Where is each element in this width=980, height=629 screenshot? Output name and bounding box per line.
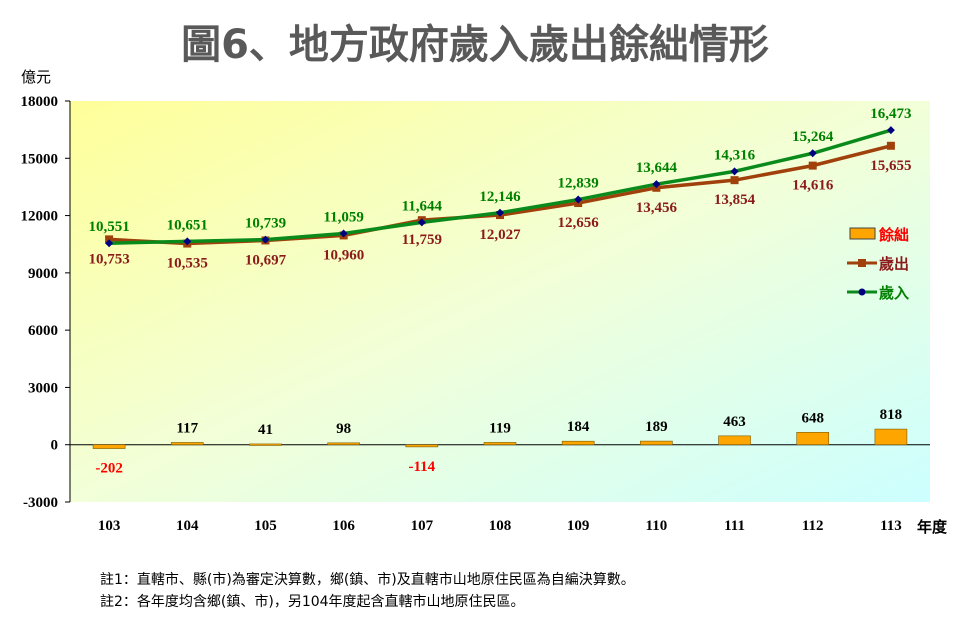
legend-surplus: 餘絀	[879, 226, 909, 244]
note-1: 註1：直轄市、縣(市)為審定決算數，鄉(鎮、市)及直轄市山地原住民區為自編決算數…	[100, 571, 635, 588]
x-tick-label: 105	[254, 518, 277, 534]
expenditure-label: 10,535	[167, 256, 208, 272]
bar-surplus	[92, 444, 126, 449]
bar-label: 818	[880, 407, 903, 423]
expenditure-label: 14,616	[792, 178, 834, 194]
expenditure-marker	[808, 161, 817, 170]
plot-area	[70, 101, 930, 502]
x-tick-label: 112	[802, 518, 824, 534]
expenditure-label: 13,854	[714, 192, 756, 208]
revenue-label: 10,739	[245, 216, 286, 232]
revenue-marker	[730, 167, 739, 176]
revenue-label: 15,264	[792, 129, 834, 145]
legend-expenditure: 歲出	[879, 255, 909, 273]
bar-surplus	[874, 428, 908, 446]
x-tick-label: 108	[489, 518, 512, 534]
revenue-marker	[574, 195, 583, 204]
revenue-marker	[105, 239, 114, 248]
legend-revenue-marker	[858, 288, 866, 296]
revenue-label: 16,473	[870, 106, 911, 122]
x-tick-label: 113	[880, 518, 902, 534]
y-axis-label: 億元	[21, 68, 51, 86]
y-tick-label: 9000	[28, 266, 58, 282]
x-tick-label: 111	[724, 518, 745, 534]
expenditure-label: 10,960	[323, 247, 364, 263]
bar-label: 119	[489, 420, 511, 436]
x-axis-label: 年度	[917, 518, 948, 536]
bar-label: 463	[723, 414, 746, 430]
y-tick-label: 0	[51, 438, 59, 454]
legend-revenue: 歲入	[879, 284, 909, 302]
bar-surplus	[561, 440, 595, 446]
y-tick-label: 12000	[21, 209, 59, 225]
bar-label: -202	[95, 461, 123, 477]
revenue-marker	[417, 218, 426, 227]
bar-surplus	[405, 444, 439, 448]
x-tick-label: 107	[411, 518, 434, 534]
bar-label: 98	[336, 421, 351, 437]
bar-label: 189	[645, 419, 668, 435]
x-tick-label: 106	[332, 518, 355, 534]
y-tick-label: 15000	[21, 151, 59, 167]
bar-label: -114	[408, 459, 435, 475]
expenditure-label: 10,697	[245, 252, 287, 268]
revenue-marker	[261, 235, 270, 244]
y-tick-label: 6000	[28, 323, 58, 339]
bar-surplus	[640, 440, 673, 446]
revenue-label: 11,059	[323, 210, 363, 226]
revenue-label: 11,644	[402, 198, 443, 214]
y-tick-label: 3000	[28, 380, 58, 396]
expenditure-label: 15,655	[870, 158, 911, 174]
revenue-label: 14,316	[714, 147, 756, 163]
revenue-label: 12,146	[479, 189, 521, 205]
bar-surplus	[327, 442, 360, 446]
revenue-marker	[339, 229, 348, 238]
revenue-marker	[886, 126, 895, 135]
revenue-marker	[183, 237, 192, 246]
revenue-marker	[496, 208, 504, 217]
bar-surplus	[718, 435, 751, 446]
expenditure-label: 13,456	[636, 200, 678, 216]
revenue-label: 10,651	[167, 217, 208, 233]
legend-expenditure-marker	[858, 259, 866, 267]
revenue-marker	[652, 180, 661, 189]
x-tick-label: 109	[567, 518, 590, 534]
expenditure-label: 10,753	[88, 251, 129, 267]
expenditure-label: 12,656	[558, 215, 600, 231]
x-tick-label: 110	[646, 518, 668, 534]
expenditure-label: 11,759	[402, 232, 442, 248]
x-tick-label: 103	[98, 518, 121, 534]
revenue-marker	[808, 149, 817, 158]
x-tick-label: 104	[176, 518, 199, 534]
bar-surplus	[170, 442, 204, 446]
bar-surplus	[483, 442, 517, 446]
expenditure-marker	[886, 141, 895, 150]
expenditure-marker	[730, 176, 739, 185]
revenue-label: 13,644	[636, 160, 678, 176]
bar-label: 648	[801, 410, 824, 426]
expenditure-label: 12,027	[479, 227, 521, 243]
bar-label: 117	[176, 420, 198, 436]
revenue-label: 10,551	[88, 219, 129, 235]
y-tick-label: -3000	[23, 495, 58, 511]
bar-label: 41	[258, 422, 273, 438]
note-2: 註2：各年度均含鄉(鎮、市)，另104年度起含直轄市山地原住民區。	[100, 593, 525, 610]
revenue-label: 12,839	[558, 176, 599, 192]
chart-title: 圖6、地方政府歲入歲出餘絀情形	[181, 22, 769, 68]
legend-bar-swatch	[849, 227, 876, 240]
bar-surplus	[249, 443, 282, 446]
bar-label: 184	[567, 419, 590, 435]
bar-surplus	[796, 432, 830, 446]
y-tick-label: 18000	[21, 94, 59, 110]
